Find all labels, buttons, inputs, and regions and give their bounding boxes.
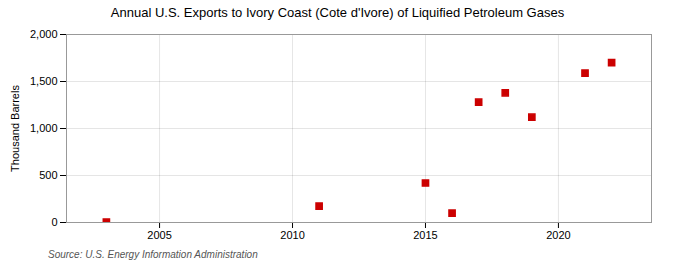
svg-text:1,000: 1,000 — [30, 122, 58, 134]
svg-text:500: 500 — [39, 169, 57, 181]
svg-text:2,000: 2,000 — [30, 28, 58, 40]
html-text:Annual U.S. Exports to Ivory C: Annual U.S. Exports to Ivory Coast (Cote… — [110, 5, 565, 20]
html-text:Source: U.S. Energy Informatio: Source: U.S. Energy Information Administ… — [48, 249, 258, 260]
svg-text:2015: 2015 — [413, 229, 437, 241]
svg-text:2020: 2020 — [546, 229, 570, 241]
svg-text:Thousand Barrels: Thousand Barrels — [9, 85, 21, 172]
svg-text:2005: 2005 — [147, 229, 171, 241]
svg-text:1,500: 1,500 — [30, 75, 58, 87]
svg-text:0: 0 — [51, 216, 57, 228]
svg-text:2010: 2010 — [280, 229, 304, 241]
